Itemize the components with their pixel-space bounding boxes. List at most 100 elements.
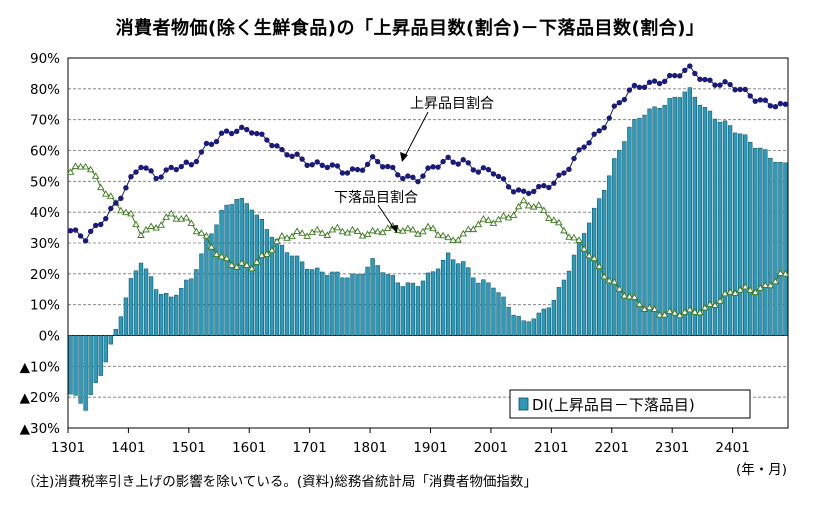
rise-point (465, 160, 471, 166)
fall-point (182, 213, 191, 221)
fall-point (716, 297, 724, 304)
di-bar (778, 161, 783, 336)
fall-point (127, 209, 135, 217)
fall-point (625, 292, 634, 300)
fall-point (504, 213, 513, 221)
di-bar (456, 263, 461, 336)
fall-point (353, 227, 362, 234)
di-bar (576, 240, 582, 336)
rise-point (672, 72, 678, 79)
di-bars (68, 87, 788, 411)
di-bar (566, 270, 572, 336)
fall-point (147, 222, 155, 230)
rise-point (123, 185, 129, 191)
rise-point (425, 165, 431, 171)
rise-point (556, 172, 562, 178)
fall-point (585, 251, 593, 259)
rise-point (163, 167, 169, 173)
rise-point (520, 188, 527, 194)
di-bar (763, 149, 768, 336)
rise-point (677, 73, 683, 79)
y-tick-label: ▲20% (20, 390, 61, 406)
fall-point (761, 281, 770, 288)
fall-point (434, 231, 442, 238)
fall-point (328, 225, 337, 233)
di-bar (561, 279, 567, 336)
fall-point (232, 263, 241, 270)
rise-point (480, 165, 487, 171)
rise-point (364, 161, 371, 168)
x-tick-label: 2001 (474, 440, 508, 456)
fall-point (524, 201, 533, 209)
fall-point (177, 215, 186, 222)
di-bar (143, 268, 149, 336)
di-bar (481, 279, 486, 336)
rise-point (349, 166, 356, 172)
di-bar (284, 252, 290, 336)
di-bar (591, 207, 597, 336)
rise-point (702, 76, 708, 83)
di-bar (264, 229, 270, 336)
fall-point (696, 308, 704, 316)
di-bar (682, 91, 687, 336)
di-bar (521, 320, 526, 336)
rise-point (168, 164, 174, 171)
rise-point (385, 163, 391, 170)
y-tick-label: 80% (30, 82, 60, 98)
fall-point (132, 220, 140, 228)
rise-point (334, 163, 341, 169)
rise-point (636, 84, 643, 90)
fall-point (318, 229, 327, 236)
fall-point (338, 227, 347, 235)
rise-point (92, 222, 99, 229)
di-bar (435, 268, 441, 336)
fall-point (781, 269, 790, 277)
di-bar (78, 335, 83, 404)
fall-point (399, 227, 407, 234)
fall-point (258, 251, 266, 258)
fall-point (726, 288, 734, 295)
di-bar (647, 108, 652, 336)
di-bar (279, 244, 285, 336)
fall-point (101, 190, 110, 197)
y-tick-label: ▲30% (20, 421, 61, 437)
di-bar (506, 306, 511, 336)
di-bar (289, 255, 295, 336)
di-bar (244, 203, 249, 336)
di-bar (672, 96, 677, 336)
chart-title: 消費者物価(除く生鮮食品)の「上昇品目数(割合)－下落品目数(割合)」 (115, 18, 705, 39)
rise-point (435, 164, 441, 170)
fall-point (454, 236, 462, 243)
di-bar (496, 292, 501, 336)
fall-point (686, 305, 694, 313)
rise-point (254, 130, 260, 137)
di-bar (622, 141, 627, 336)
di-bar (209, 233, 214, 336)
rise-point (289, 153, 295, 160)
fall-point (736, 285, 744, 293)
di-bar (118, 316, 124, 336)
rise-point (445, 154, 451, 160)
di-bar (743, 134, 748, 336)
x-tick-label: 1601 (232, 440, 266, 456)
di-bar (340, 277, 345, 336)
di-bar (365, 266, 370, 336)
rise-point (581, 144, 587, 150)
x-tick-label: 2101 (534, 440, 568, 456)
fall-point (635, 300, 644, 308)
di-bar (551, 300, 557, 336)
legend: DI(上昇品目－下落品目) (509, 389, 751, 419)
footnote: （注)消費税率引き上げの影響を除いている。(資料)総務省統計局「消費者物価指数」 (22, 474, 537, 490)
rise-point (631, 82, 638, 89)
rise-point (188, 161, 195, 168)
rise-point (329, 162, 336, 168)
rise-point (571, 155, 577, 162)
fall-point (81, 162, 90, 170)
x-tick-label: 1701 (292, 440, 326, 456)
rise-point (551, 180, 557, 186)
fall-point (519, 196, 528, 204)
fall-point (776, 269, 785, 276)
di-bar (420, 280, 426, 336)
fall-point (207, 243, 216, 250)
